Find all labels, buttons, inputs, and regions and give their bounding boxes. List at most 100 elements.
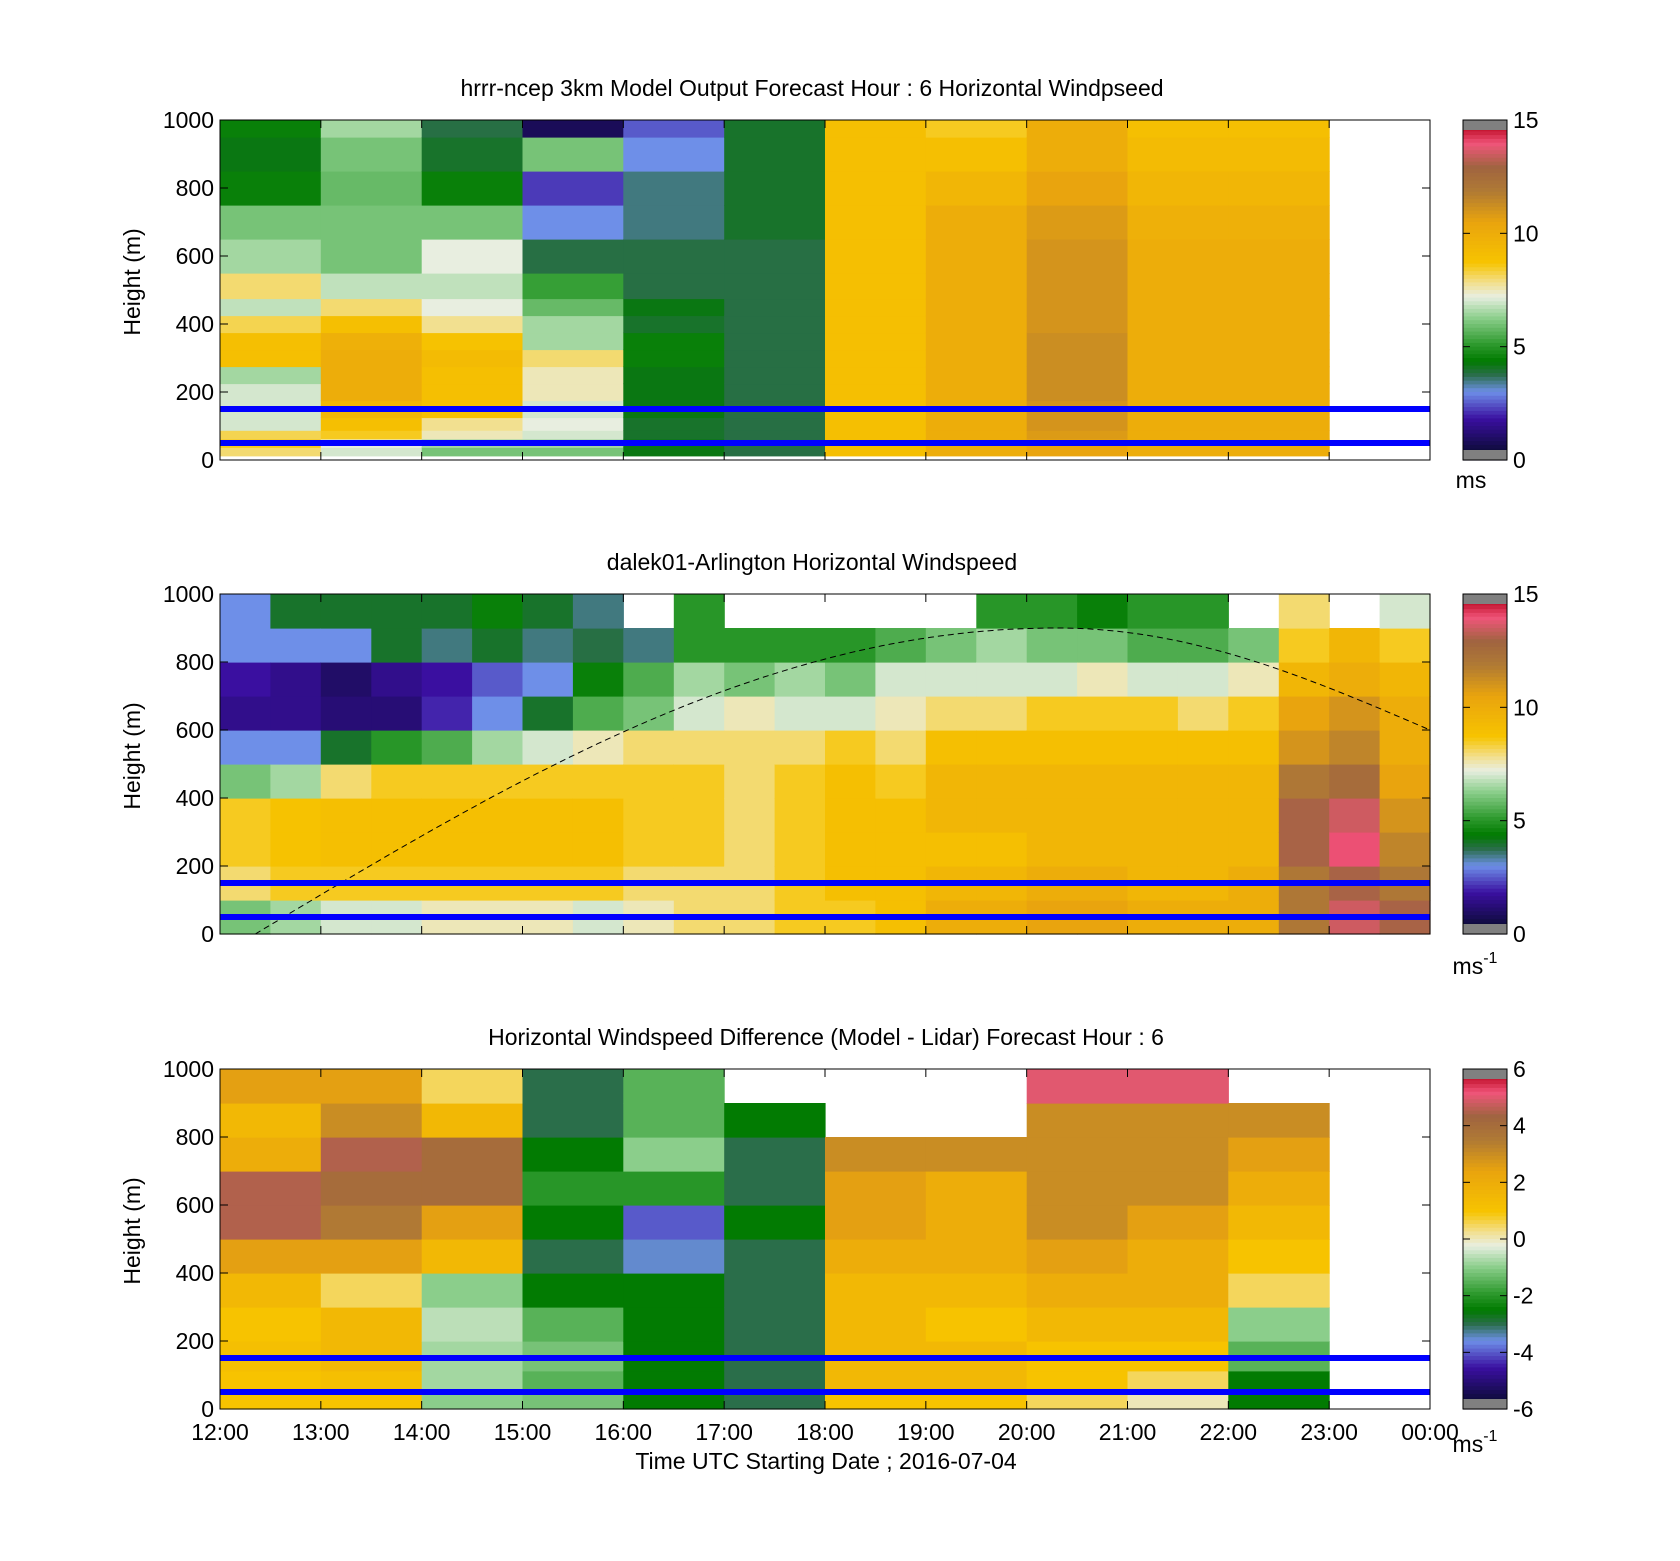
colorbar-swatch — [1463, 760, 1507, 765]
heatmap-cell — [220, 764, 271, 799]
heatmap-cell — [320, 1205, 423, 1240]
colorbar-swatch — [1463, 639, 1507, 644]
heatmap-cell — [270, 730, 322, 765]
colorbar-swatch — [1463, 609, 1507, 614]
heatmap-cell — [825, 1392, 927, 1410]
heatmap-cell — [421, 594, 473, 629]
heatmap-cell — [673, 798, 725, 833]
heatmap-cell — [320, 798, 372, 833]
heatmap-cell — [875, 696, 927, 731]
heatmap-cell — [1177, 696, 1229, 731]
heatmap-cell — [1379, 764, 1431, 799]
colorbar-swatch — [1463, 862, 1507, 867]
heatmap-cell — [320, 730, 372, 765]
colorbar-swatch — [1463, 782, 1507, 788]
colorbar-swatch — [1463, 866, 1507, 871]
heatmap-cell — [220, 832, 271, 867]
heatmap-cell — [925, 1205, 1028, 1240]
colorbar-swatch — [1463, 195, 1507, 200]
colorbar-swatch — [1463, 259, 1507, 265]
colorbar-swatch — [1463, 165, 1507, 170]
heatmap-cell — [825, 366, 927, 385]
heatmap-cell — [1177, 764, 1229, 799]
colorbar-tick-label: 10 — [1513, 220, 1539, 246]
heatmap-cell — [1077, 764, 1129, 799]
colorbar-swatch — [1463, 650, 1507, 656]
heatmap-cell — [472, 832, 524, 867]
heatmap-cell — [976, 832, 1028, 867]
heatmap-cell — [220, 383, 322, 402]
x-tick-label: 17:00 — [695, 1419, 753, 1445]
heatmap-cell — [320, 366, 423, 385]
heatmap-cell — [1026, 447, 1129, 457]
colorbar-swatch — [1463, 312, 1507, 318]
heatmap-cell — [270, 594, 322, 629]
colorbar-swatch — [1463, 263, 1507, 268]
colorbar-swatch — [1463, 881, 1507, 886]
colorbar-swatch — [1463, 1378, 1507, 1384]
heatmap-cell — [724, 171, 826, 206]
colorbar-swatch — [1463, 1110, 1507, 1115]
heatmap-cell — [1228, 417, 1330, 431]
heatmap-cell — [1026, 764, 1078, 799]
colorbar-swatch — [1463, 1129, 1507, 1134]
heatmap-cell — [1228, 349, 1330, 368]
colorbar-swatch — [1463, 884, 1507, 890]
heatmap-cell — [825, 1370, 927, 1393]
heatmap-cell — [371, 628, 423, 663]
heatmap-cell — [320, 764, 372, 799]
heatmap-cell — [1127, 1171, 1229, 1206]
colorbar-swatch — [1463, 131, 1507, 136]
heatmap-cell — [1026, 798, 1078, 833]
colorbar-swatch — [1463, 1390, 1507, 1395]
heatmap-cell — [825, 696, 876, 731]
colorbar-swatch — [1463, 361, 1507, 367]
heatmap-cell — [522, 594, 574, 629]
heatmap-cell — [220, 137, 322, 172]
heatmap-cell — [1228, 1273, 1330, 1308]
colorbar-swatch — [1463, 1220, 1507, 1225]
colorbar-swatch — [1463, 218, 1507, 223]
heatmap-cell — [1127, 349, 1229, 368]
y-axis-label: Height (m) — [119, 228, 145, 335]
heatmap-cell — [421, 1307, 524, 1342]
heatmap-cell — [623, 1171, 725, 1206]
colorbar-swatch — [1463, 146, 1507, 151]
colorbar-swatch — [1463, 1393, 1507, 1399]
heatmap-cell — [522, 120, 624, 138]
heatmap-cell — [421, 417, 524, 431]
colorbar-labels: 0 5 10 15 — [1463, 581, 1539, 947]
heatmap-cell — [320, 120, 423, 138]
colorbar-swatch — [1463, 305, 1507, 310]
heatmap-cell — [220, 171, 322, 206]
colorbar-swatch — [1463, 1118, 1507, 1123]
x-axis-ticks — [219, 120, 1431, 460]
heatmap-cell — [1026, 137, 1129, 172]
colorbar-swatch — [1463, 350, 1507, 355]
colorbar-swatch — [1463, 399, 1507, 404]
colorbar-swatch — [1463, 1363, 1507, 1369]
heatmap-cell — [925, 696, 977, 731]
colorbar-swatch — [1463, 1371, 1507, 1376]
heatmap-cell — [623, 628, 675, 663]
heatmap-cell — [522, 332, 624, 351]
heatmap-cell — [1077, 696, 1129, 731]
colorbar-swatch — [1463, 426, 1507, 431]
heatmap-cell — [925, 798, 977, 833]
heatmap-cell — [1379, 628, 1431, 663]
heatmap-cell — [522, 417, 624, 431]
heatmap-cell — [320, 628, 372, 663]
heatmap-cell — [1127, 730, 1179, 765]
colorbar-swatch — [1463, 157, 1507, 163]
heatmap-cell — [421, 383, 524, 402]
heatmap-cell — [623, 447, 725, 457]
heatmap-cell — [421, 239, 524, 274]
panel-difference: Horizontal Windspeed Difference (Model -… — [119, 1024, 1534, 1474]
colorbar-cap — [1463, 120, 1507, 130]
heatmap-cell — [774, 798, 826, 833]
colorbar-swatch — [1463, 290, 1507, 295]
colorbar-swatch — [1463, 142, 1507, 148]
heatmap-cell — [1329, 662, 1381, 697]
heatmap-cell — [825, 137, 927, 172]
